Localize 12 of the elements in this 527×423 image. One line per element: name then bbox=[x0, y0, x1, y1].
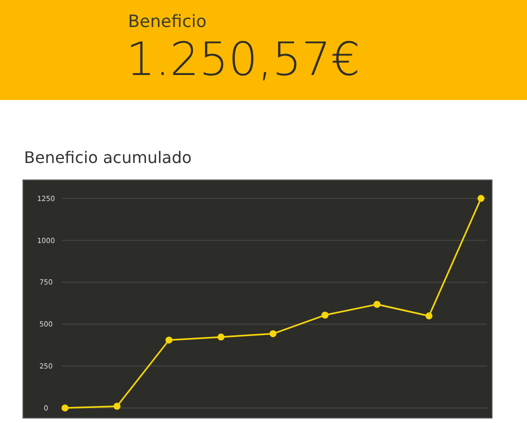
point bbox=[62, 404, 68, 412]
point bbox=[374, 300, 380, 308]
point bbox=[426, 312, 432, 320]
point bbox=[218, 334, 224, 341]
text: Beneficio bbox=[128, 12, 207, 32]
point bbox=[322, 312, 328, 319]
point bbox=[478, 194, 484, 202]
text: 1.250,57€ bbox=[126, 32, 360, 86]
point bbox=[114, 402, 120, 410]
point bbox=[166, 336, 172, 344]
point bbox=[270, 330, 276, 338]
chart-title: Beneficio acumulado bbox=[24, 148, 192, 167]
